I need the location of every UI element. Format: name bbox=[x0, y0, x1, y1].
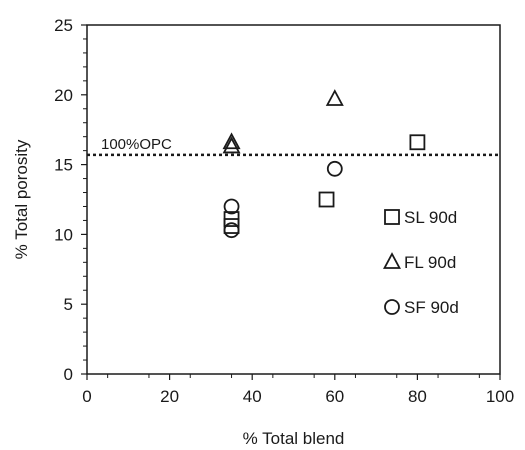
legend-entry-label: SL 90d bbox=[404, 208, 457, 227]
square-marker bbox=[318, 191, 335, 208]
legend-circle-icon bbox=[384, 299, 400, 315]
y-tick-label: 15 bbox=[54, 156, 73, 175]
legend-square-icon bbox=[384, 209, 400, 225]
y-tick-label: 10 bbox=[54, 225, 73, 244]
x-tick-label: 80 bbox=[408, 387, 427, 406]
x-tick-label: 0 bbox=[82, 387, 91, 406]
y-axis-label: % Total porosity bbox=[12, 139, 31, 259]
legend-triangle-icon bbox=[382, 252, 402, 269]
circle-marker bbox=[223, 222, 240, 239]
x-tick-label: 100 bbox=[486, 387, 514, 406]
y-tick-label: 0 bbox=[64, 365, 73, 384]
legend: SL 90d FL 90d SF 90d bbox=[382, 208, 459, 317]
x-tick-label: 60 bbox=[325, 387, 344, 406]
reference-line-label: 100%OPC bbox=[101, 136, 172, 153]
square-marker bbox=[409, 134, 426, 151]
x-axis-label: % Total blend bbox=[243, 429, 345, 448]
plot-frame bbox=[86, 24, 501, 375]
reference-line-group: 100%OPC bbox=[87, 136, 500, 157]
triangle-marker bbox=[325, 89, 344, 106]
legend-entry-label: FL 90d bbox=[404, 253, 456, 272]
y-tick-label: 20 bbox=[54, 86, 73, 105]
square-marker bbox=[223, 211, 240, 227]
y-tick-label: 5 bbox=[64, 295, 73, 314]
axes: 0 20 40 60 80 100 0 5 10 15 20 25 bbox=[54, 16, 514, 406]
legend-entry-label: SF 90d bbox=[404, 298, 459, 317]
circle-marker bbox=[223, 198, 240, 215]
x-tick-label: 40 bbox=[243, 387, 262, 406]
data-points bbox=[222, 89, 426, 239]
x-tick-label: 20 bbox=[160, 387, 179, 406]
y-tick-label: 25 bbox=[54, 16, 73, 35]
circle-marker bbox=[326, 160, 343, 177]
triangle-marker bbox=[222, 136, 241, 154]
triangle-marker bbox=[222, 132, 241, 150]
